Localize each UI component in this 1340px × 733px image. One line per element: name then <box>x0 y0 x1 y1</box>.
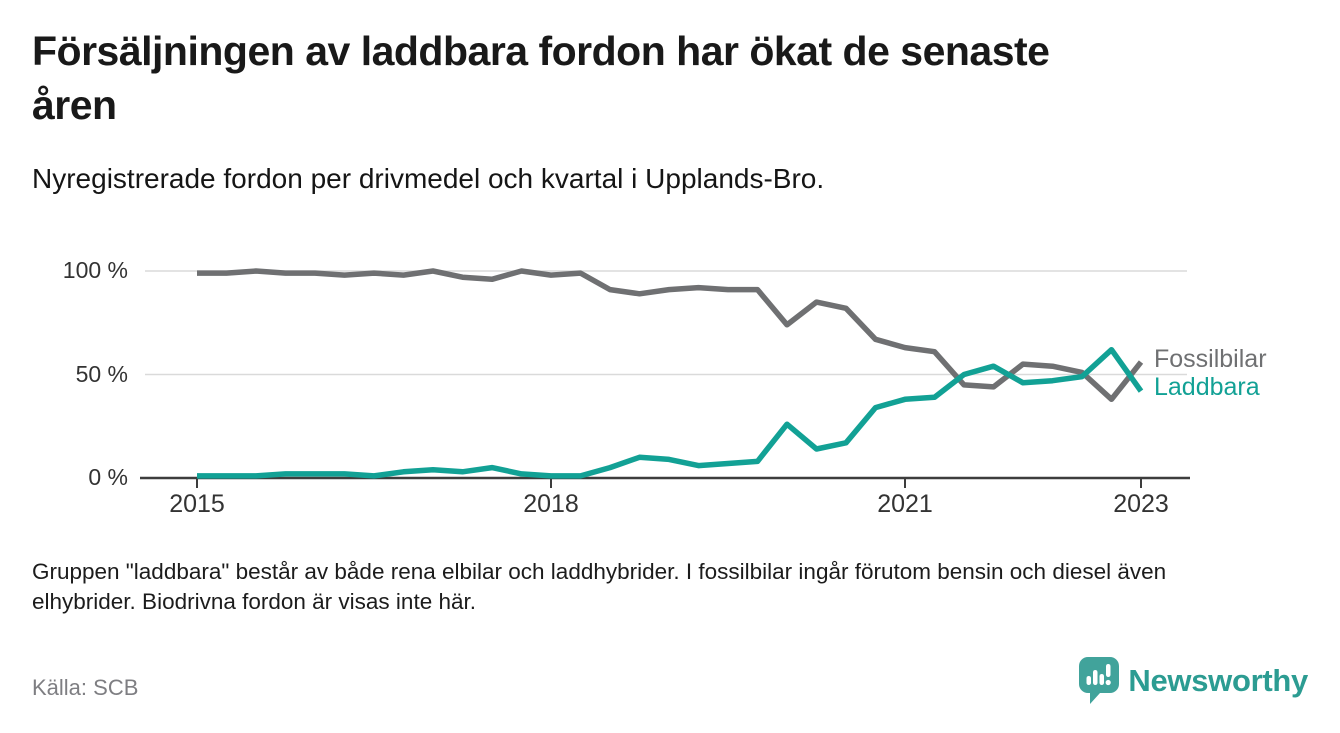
x-axis-tick-2018: 2018 <box>523 490 579 518</box>
newsworthy-logo: Newsworthy <box>1079 657 1308 704</box>
x-axis-tick-2023: 2023 <box>1113 490 1169 518</box>
x-axis-tick-2021: 2021 <box>877 490 933 518</box>
y-axis-tick-50: 50 % <box>75 360 128 387</box>
x-axis-tick-2015: 2015 <box>169 490 225 518</box>
chart-title: Försäljningen av laddbara fordon har öka… <box>32 24 1302 132</box>
title-line-2: åren <box>32 82 117 128</box>
newsworthy-chart-bubble-icon <box>1079 657 1120 704</box>
chart-footnote: Gruppen "laddbara" består av både rena e… <box>32 557 1312 617</box>
footnote-line-2: elhybrider. Biodrivna fordon är visas in… <box>32 589 476 614</box>
legend-laddbara: Laddbara <box>1154 373 1260 401</box>
title-line-1: Försäljningen av laddbara fordon har öka… <box>32 28 1050 74</box>
footnote-line-1: Gruppen "laddbara" består av både rena e… <box>32 559 1167 584</box>
y-axis-tick-0: 0 % <box>88 464 128 490</box>
legend-fossilbilar: Fossilbilar <box>1154 345 1267 373</box>
newsworthy-wordmark: Newsworthy <box>1128 662 1308 698</box>
source-label: Källa: SCB <box>32 675 139 700</box>
chart-area: 100 % 50 % 0 % 2015 2018 2021 2023 Fossi… <box>0 235 1340 535</box>
chart-canvas <box>140 268 1190 488</box>
chart-subtitle: Nyregistrerade fordon per drivmedel och … <box>32 163 825 194</box>
y-axis-tick-100: 100 % <box>62 257 128 283</box>
